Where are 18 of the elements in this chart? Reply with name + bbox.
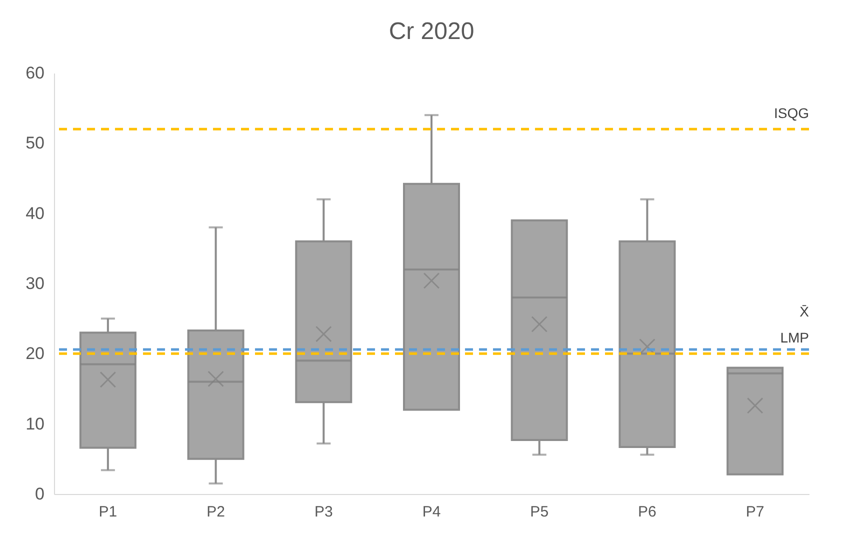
x-tick-label: P3 — [314, 504, 333, 520]
ref-line-label: ISQG — [774, 105, 809, 122]
ref-line-label: LMP — [780, 330, 809, 346]
y-tick-label: 50 — [26, 134, 44, 153]
x-tick-label: P6 — [638, 504, 656, 520]
y-tick-label: 30 — [26, 274, 44, 293]
chart-title: Cr 2020 — [388, 18, 474, 45]
x-tick-label: P1 — [98, 504, 118, 520]
x-tick-label: P2 — [206, 504, 225, 520]
y-tick-label: 10 — [26, 414, 44, 434]
y-tick-label: 60 — [26, 64, 44, 82]
x-tick-label: P5 — [530, 504, 549, 520]
ref-line-label: X̄ — [800, 303, 810, 320]
x-tick-label: P7 — [746, 504, 764, 520]
y-tick-label: 40 — [26, 204, 44, 223]
x-tick-label: P4 — [422, 504, 441, 520]
y-tick-label: 0 — [35, 484, 44, 504]
y-tick-label: 20 — [26, 344, 44, 364]
